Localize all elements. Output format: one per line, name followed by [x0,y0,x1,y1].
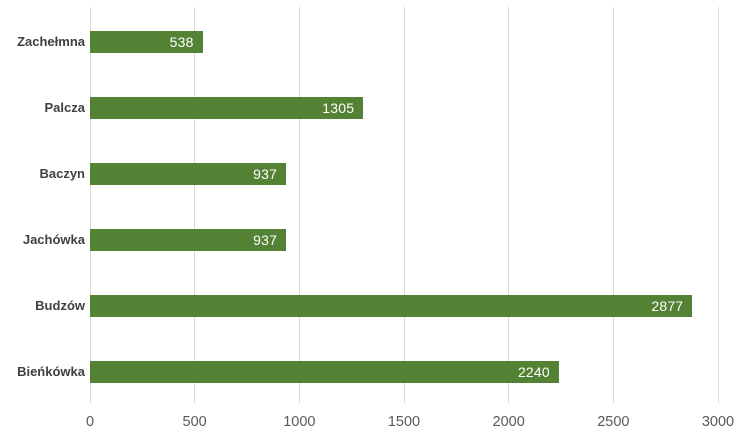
bar-value-label: 538 [169,34,194,50]
bar-value-label: 937 [253,166,278,182]
category-label-1: Zachełmna [17,34,85,49]
x-axis-tick-label: 3000 [701,414,735,430]
bar-value-label: 937 [253,232,278,248]
bar-4: 937 [90,229,287,251]
x-axis-tick-label: 1000 [283,414,316,430]
x-axis-tick-label: 1500 [387,414,421,430]
bar-5: 2877 [90,295,693,317]
category-label-6: Bieńkówka [17,364,85,379]
gridline-x-3000 [717,7,719,403]
bar-3: 937 [90,163,287,185]
bar-6: 2240 [90,361,559,383]
category-label-4: Jachówka [22,232,85,247]
gridline-x-2500 [612,7,614,403]
gridline-x-2000 [508,7,510,403]
bar-value-label: 2240 [517,364,550,380]
category-label-3: Baczyn [39,166,85,181]
category-label-2: Palcza [44,100,85,115]
category-label-5: Budzów [35,298,85,313]
gridline-x-500 [194,7,196,403]
x-axis-tick-label: 2000 [492,414,525,430]
x-axis-tick-label: 2500 [597,414,630,430]
bar-value-label: 2877 [651,298,684,314]
gridline-x-1500 [403,7,405,403]
gridline-x-0 [89,7,91,403]
bar-1: 538 [90,31,203,53]
bar-2: 1305 [90,97,364,119]
x-axis-tick-label: 0 [85,414,95,430]
gridline-x-1000 [298,7,300,403]
bar-value-label: 1305 [322,100,355,116]
x-axis-tick-label: 500 [182,414,207,430]
